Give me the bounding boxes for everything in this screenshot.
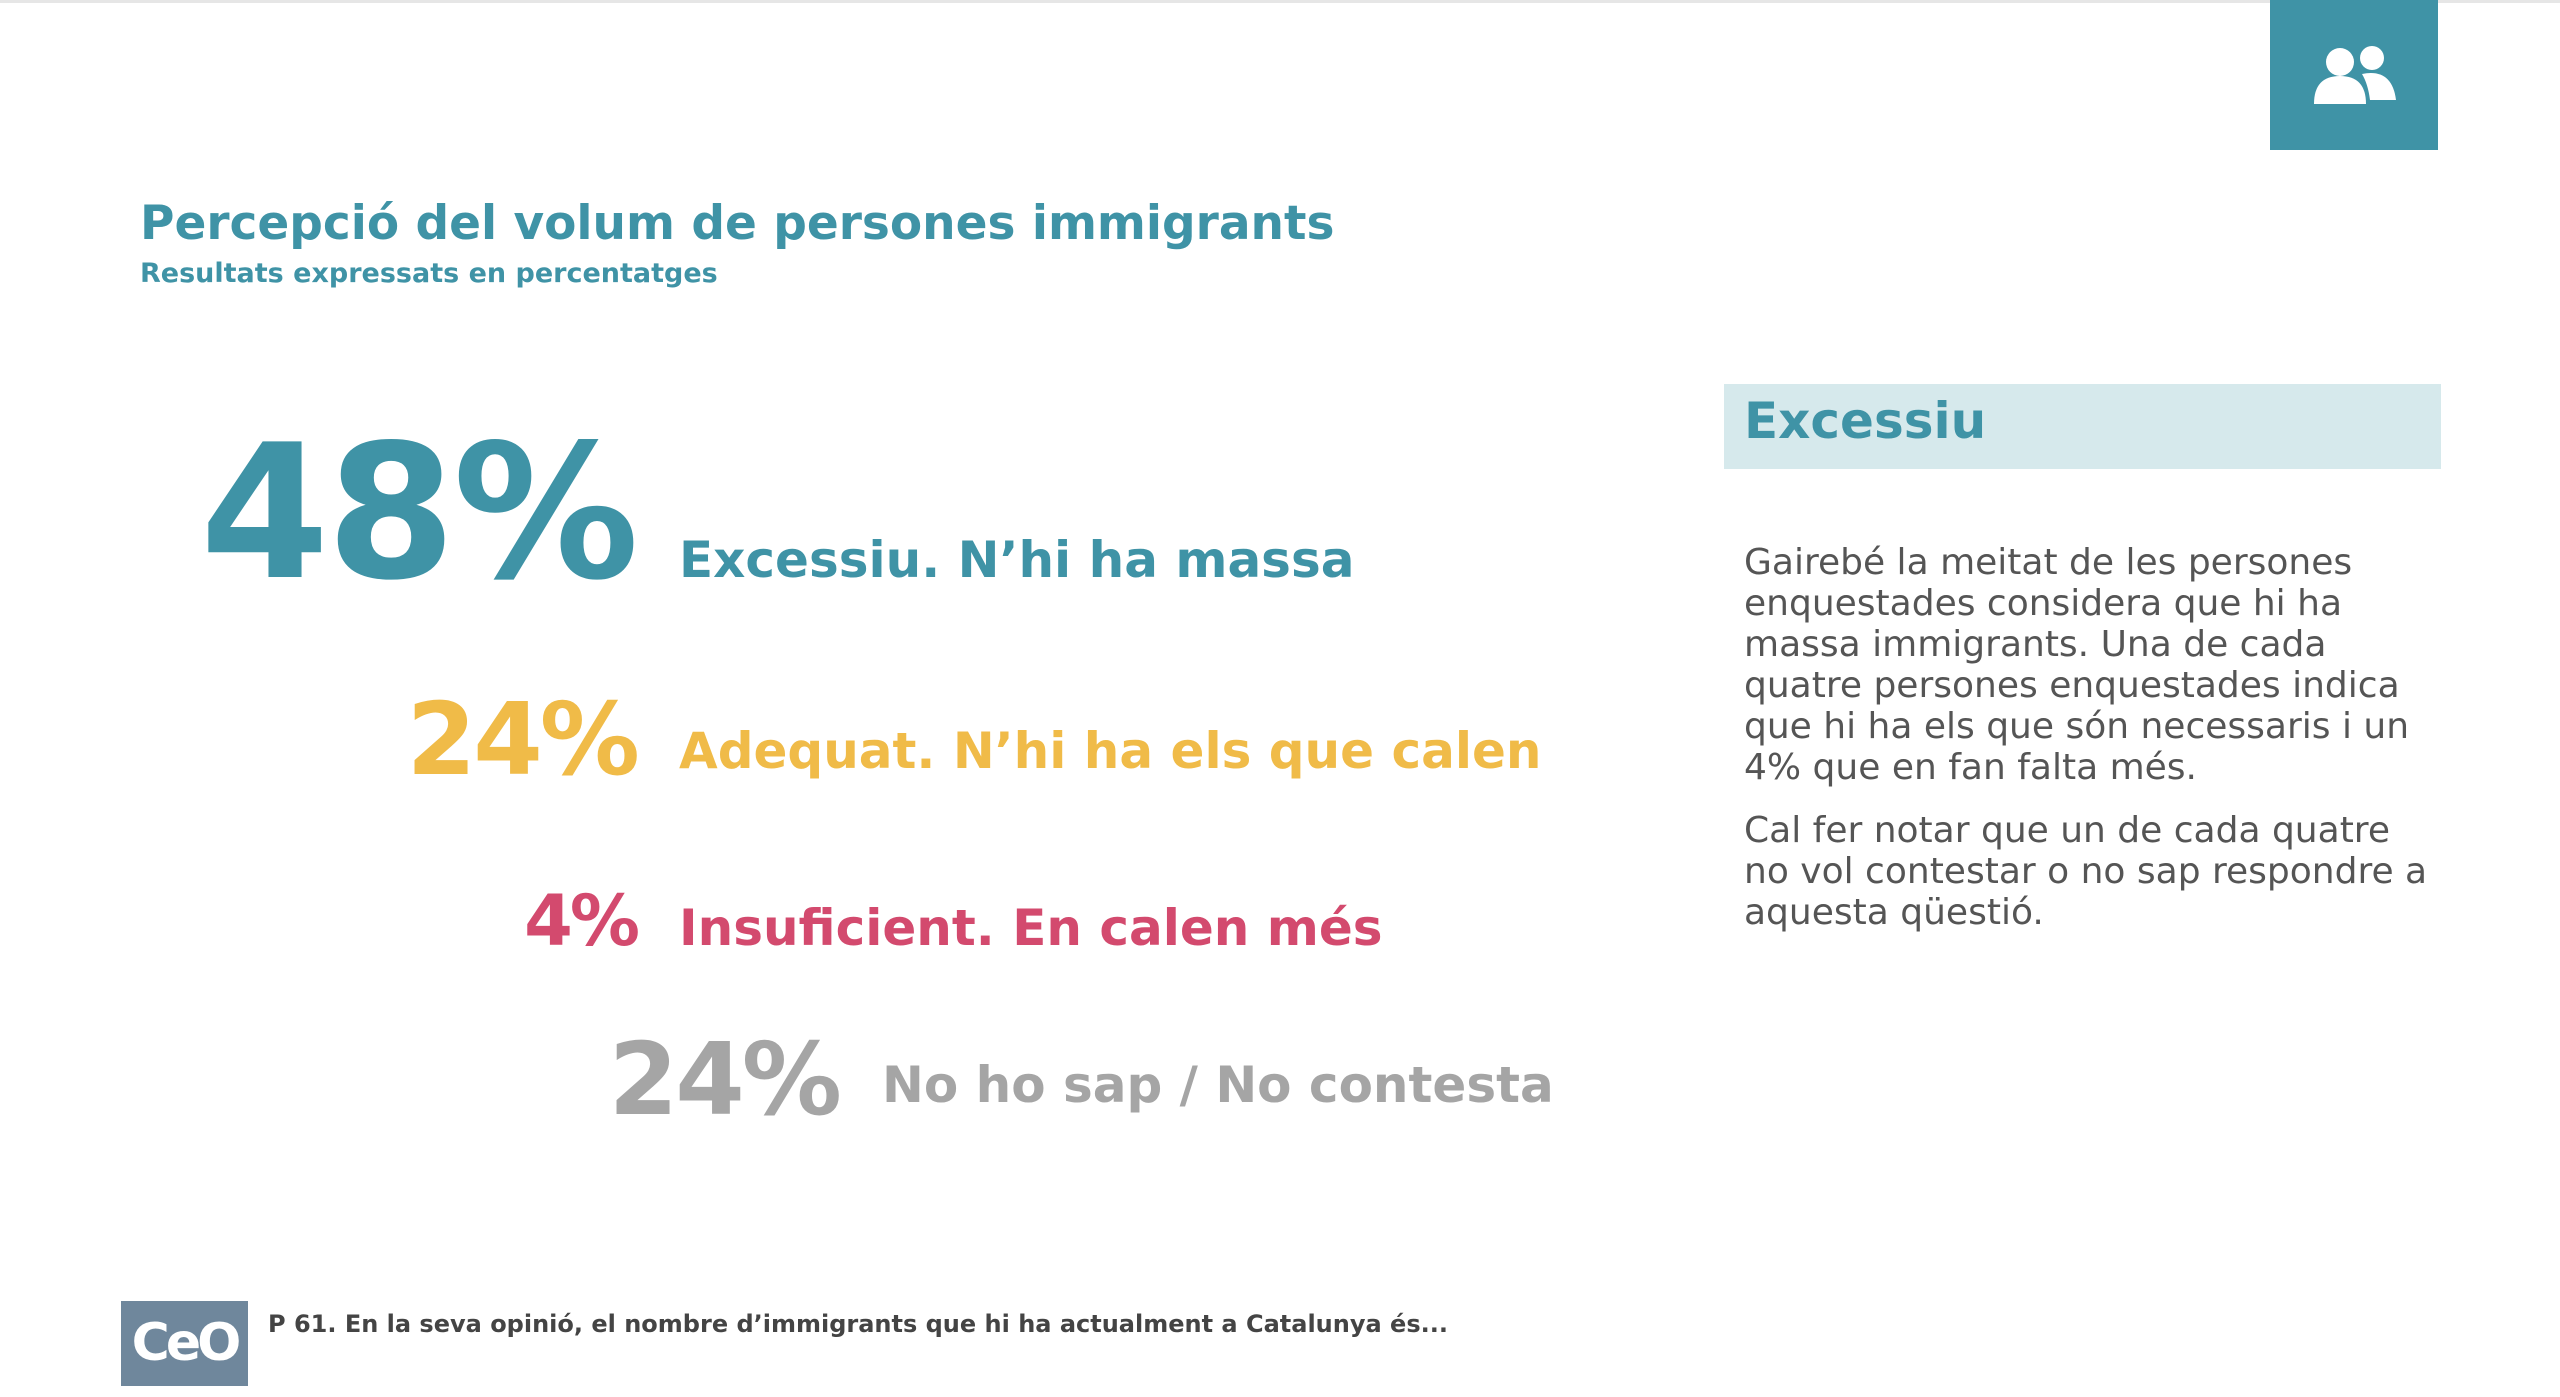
percent: 48%	[200, 404, 639, 621]
paragraph: Cal fer notar que un de cada quatre no v…	[1744, 810, 2428, 933]
item-label: Excessiu. N’hi ha massa	[679, 531, 1355, 589]
item-label: No ho sap / No contesta	[882, 1056, 1554, 1114]
top-rule	[0, 0, 2560, 3]
logo: CeO	[121, 1301, 248, 1386]
item-label: Insuficient. En calen més	[679, 899, 1383, 957]
percent: 24%	[406, 681, 640, 798]
icon	[2314, 46, 2396, 104]
panel-title: Excessiu	[1744, 392, 1987, 450]
percent: 4%	[524, 880, 640, 962]
title: Percepció del volum de persones immigran…	[140, 196, 1335, 251]
subtitle: Resultats expressats en percentatges	[140, 258, 718, 289]
paragraph: Gairebé la meitat de les persones enques…	[1744, 542, 2410, 788]
footnote: P 61. En la seva opinió, el nombre d’imm…	[268, 1310, 1448, 1338]
item-label: Adequat. N’hi ha els que calen	[679, 722, 1542, 780]
percent: 24%	[608, 1021, 842, 1138]
people-icon	[2270, 0, 2438, 150]
panel-header	[1724, 384, 2441, 469]
